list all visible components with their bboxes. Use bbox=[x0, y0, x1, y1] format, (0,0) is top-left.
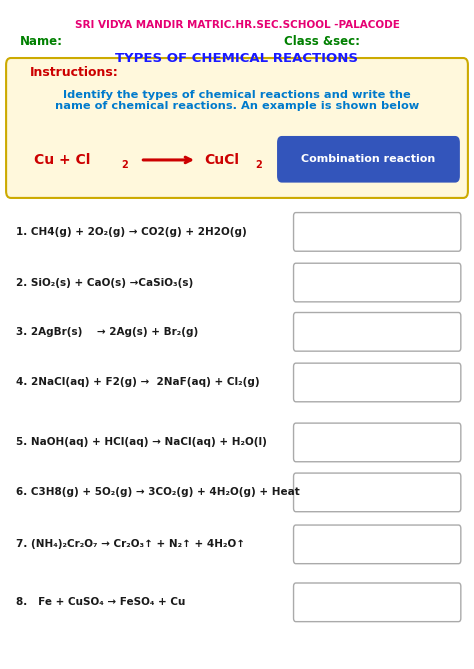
Text: Instructions:: Instructions: bbox=[30, 66, 118, 79]
Text: SRI VIDYA MANDIR MATRIC.HR.SEC.SCHOOL -PALACODE: SRI VIDYA MANDIR MATRIC.HR.SEC.SCHOOL -P… bbox=[74, 19, 400, 29]
Text: 8.   Fe + CuSO₄ → FeSO₄ + Cu: 8. Fe + CuSO₄ → FeSO₄ + Cu bbox=[16, 597, 185, 607]
FancyBboxPatch shape bbox=[293, 423, 461, 462]
FancyBboxPatch shape bbox=[277, 136, 460, 183]
Text: 5. NaOH(aq) + HCl(aq) → NaCl(aq) + H₂O(l): 5. NaOH(aq) + HCl(aq) → NaCl(aq) + H₂O(l… bbox=[16, 438, 266, 448]
Text: 6. C3H8(g) + 5O₂(g) → 3CO₂(g) + 4H₂O(g) + Heat: 6. C3H8(g) + 5O₂(g) → 3CO₂(g) + 4H₂O(g) … bbox=[16, 488, 299, 497]
Text: Identify the types of chemical reactions and write the
name of chemical reaction: Identify the types of chemical reactions… bbox=[55, 90, 419, 112]
Text: 2. SiO₂(s) + CaO(s) →CaSiO₃(s): 2. SiO₂(s) + CaO(s) →CaSiO₃(s) bbox=[16, 278, 193, 288]
Text: Name:: Name: bbox=[20, 35, 63, 48]
FancyBboxPatch shape bbox=[293, 263, 461, 302]
Text: 4. 2NaCl(aq) + F2(g) →  2NaF(aq) + Cl₂(g): 4. 2NaCl(aq) + F2(g) → 2NaF(aq) + Cl₂(g) bbox=[16, 377, 259, 387]
Text: TYPES OF CHEMICAL REACTIONS: TYPES OF CHEMICAL REACTIONS bbox=[116, 52, 358, 64]
FancyBboxPatch shape bbox=[293, 473, 461, 512]
Text: Combination reaction: Combination reaction bbox=[301, 155, 436, 165]
Text: 2: 2 bbox=[121, 161, 128, 171]
Text: 7. (NH₄)₂Cr₂O₇ → Cr₂O₃↑ + N₂↑ + 4H₂O↑: 7. (NH₄)₂Cr₂O₇ → Cr₂O₃↑ + N₂↑ + 4H₂O↑ bbox=[16, 539, 245, 549]
Text: 3. 2AgBr(s)    → 2Ag(s) + Br₂(g): 3. 2AgBr(s) → 2Ag(s) + Br₂(g) bbox=[16, 327, 198, 337]
Text: CuCl: CuCl bbox=[204, 153, 239, 167]
Text: Cu + Cl: Cu + Cl bbox=[35, 153, 91, 167]
FancyBboxPatch shape bbox=[293, 363, 461, 402]
FancyBboxPatch shape bbox=[293, 583, 461, 622]
FancyBboxPatch shape bbox=[293, 312, 461, 351]
FancyBboxPatch shape bbox=[293, 213, 461, 252]
FancyBboxPatch shape bbox=[293, 525, 461, 564]
Text: 2: 2 bbox=[255, 161, 262, 171]
FancyBboxPatch shape bbox=[6, 58, 468, 198]
Text: 1. CH4(g) + 2O₂(g) → CO2(g) + 2H2O(g): 1. CH4(g) + 2O₂(g) → CO2(g) + 2H2O(g) bbox=[16, 227, 246, 237]
Text: Class &sec:: Class &sec: bbox=[284, 35, 360, 48]
